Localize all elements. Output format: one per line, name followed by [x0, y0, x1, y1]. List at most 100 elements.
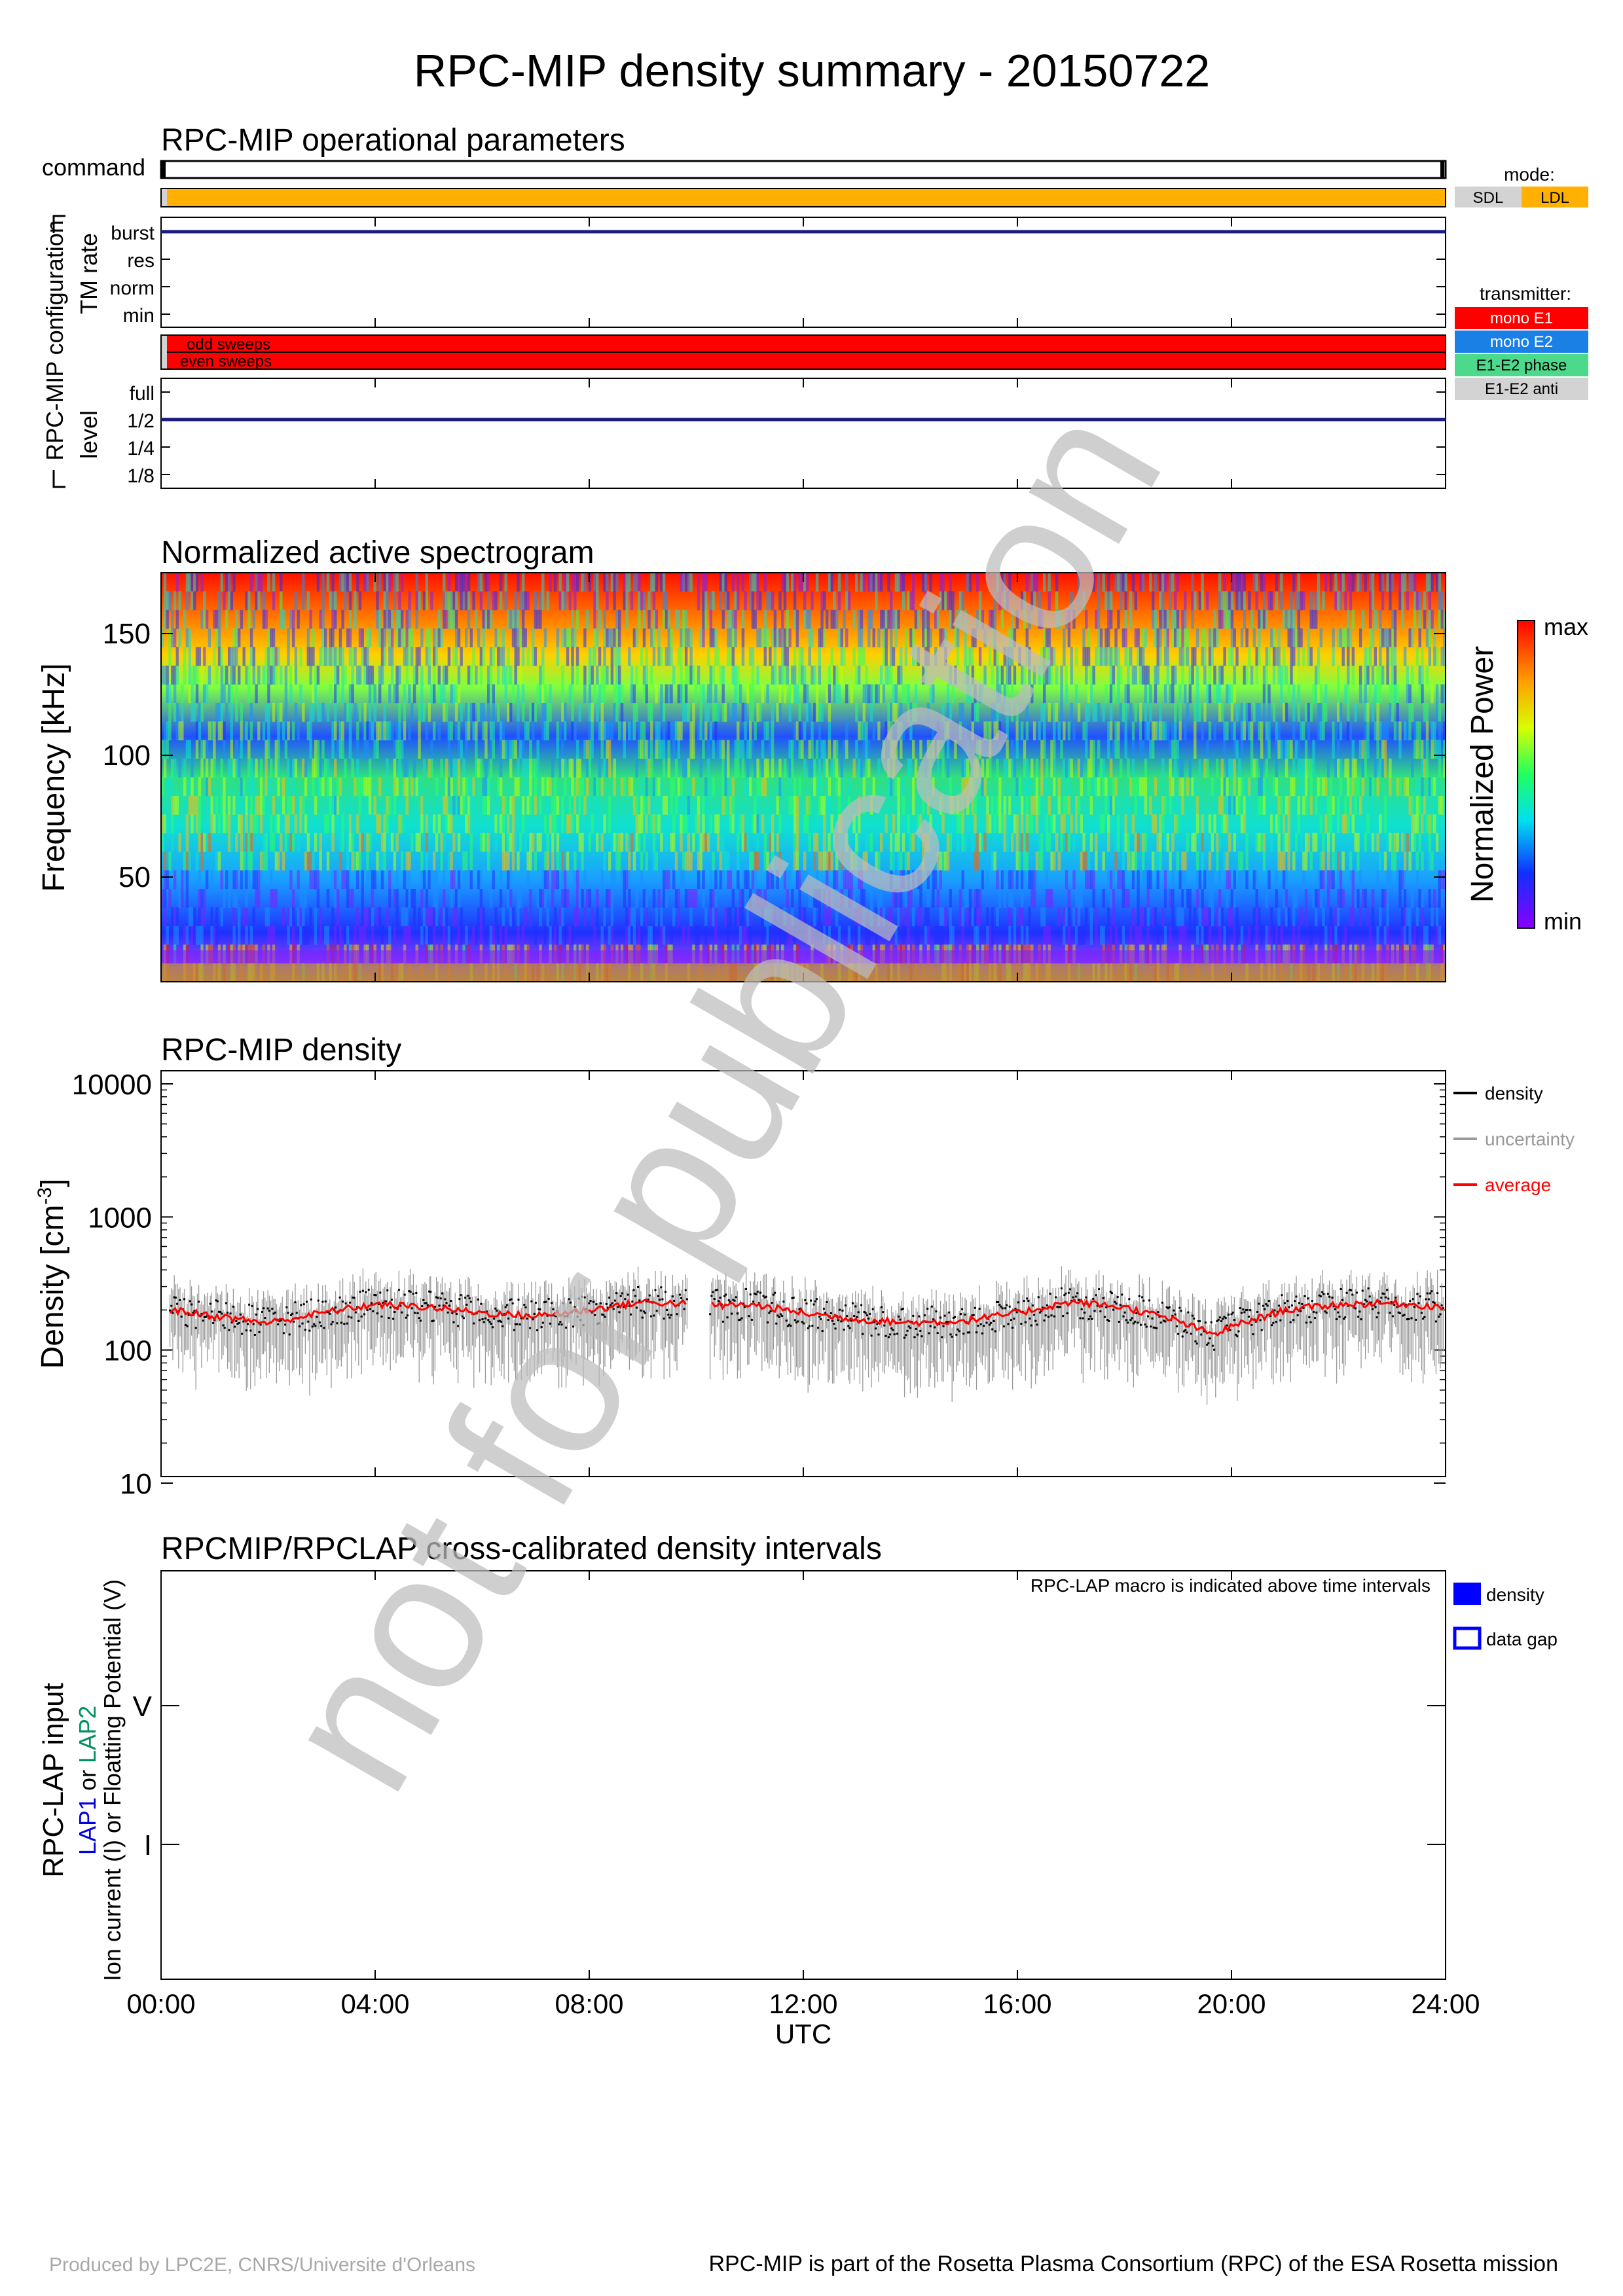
- spectrogram-cell: [368, 721, 372, 741]
- spectrogram-cell: [1184, 925, 1187, 945]
- spectrogram-cell: [1149, 870, 1152, 889]
- spectrogram-cell: [998, 684, 1002, 704]
- spectrogram-cell: [378, 907, 382, 927]
- spectrogram-cell: [338, 833, 342, 852]
- spectrogram-cell: [450, 684, 453, 704]
- spectrogram-cell: [1240, 573, 1244, 592]
- spectrogram-cell: [457, 740, 461, 759]
- spectrogram-cell: [1184, 721, 1187, 741]
- spectrogram-cell: [1063, 925, 1066, 945]
- spectrogram-cell: [1015, 609, 1019, 629]
- spectrogram-cell: [1057, 814, 1061, 834]
- spectrogram-cell: [418, 814, 421, 834]
- spectrogram-cell: [741, 573, 745, 592]
- spectrogram-cell: [1124, 684, 1127, 704]
- spectrogram-cell: [667, 759, 670, 778]
- spectrogram-cell: [168, 721, 172, 741]
- spectrogram-cell: [1067, 814, 1071, 834]
- spectrogram-cell: [292, 833, 295, 852]
- spectrogram-cell: [1174, 721, 1177, 741]
- spectrogram-cell: [326, 759, 330, 778]
- spectrogram-cell: [719, 833, 723, 852]
- spectrogram-cell: [815, 889, 819, 908]
- spectrogram-cell: [1297, 925, 1300, 945]
- spectrogram-cell: [1104, 684, 1108, 704]
- spectrogram-cell: [855, 702, 858, 722]
- spectrogram-cell: [1203, 925, 1207, 945]
- spectrogram-cell: [1300, 907, 1303, 927]
- spectrogram-cell: [1013, 907, 1017, 927]
- spectrogram-cell: [1109, 647, 1113, 666]
- spectrogram-cell: [1114, 573, 1118, 592]
- spectrogram-cell: [744, 721, 747, 741]
- spectrogram-cell: [588, 740, 592, 759]
- spectrogram-cell: [632, 702, 636, 722]
- spectrogram-cell: [1065, 907, 1068, 927]
- spectrogram-cell: [1265, 721, 1268, 741]
- spectrogram-cell: [249, 777, 253, 797]
- spectrogram-cell: [267, 647, 270, 666]
- spectrogram-cell: [847, 795, 851, 815]
- spectrogram-cell: [472, 814, 475, 834]
- spectrogram-cell: [1369, 684, 1372, 704]
- spectrogram-cell: [1258, 628, 1261, 648]
- spectrogram-cell: [245, 591, 248, 611]
- spectrogram-cell: [1208, 721, 1212, 741]
- spectrogram-cell: [1089, 759, 1093, 778]
- spectrogram-cell: [314, 795, 318, 815]
- spectrogram-cell: [534, 609, 538, 629]
- spectrogram-cell: [996, 684, 999, 704]
- spectrogram-cell: [613, 628, 616, 648]
- spectrogram-cell: [902, 684, 905, 704]
- spectrogram-cell: [936, 609, 940, 629]
- spectrogram-cell: [689, 647, 693, 666]
- spectrogram-cell: [946, 833, 950, 852]
- spectrogram-cell: [958, 814, 962, 834]
- spectrogram-cell: [1357, 833, 1360, 852]
- spectrogram-cell: [227, 684, 231, 704]
- spectrogram-cell: [543, 702, 547, 722]
- spectrogram-cell: [1418, 889, 1421, 908]
- spectrogram-cell: [1265, 647, 1268, 666]
- spectrogram-cell: [195, 573, 199, 592]
- spectrogram-cell: [388, 795, 392, 815]
- spectrogram-cell: [1120, 870, 1123, 889]
- spectrogram-cell: [1075, 889, 1078, 908]
- spectrogram-cell: [517, 684, 520, 704]
- spectrogram-cell: [259, 795, 263, 815]
- spectrogram-cell: [680, 814, 683, 834]
- spectrogram-cell: [1428, 647, 1431, 666]
- spectrogram-cell: [566, 814, 570, 834]
- spectrogram-cell: [880, 666, 883, 685]
- spectrogram-cell: [1270, 814, 1273, 834]
- spectrogram-cell: [173, 870, 177, 889]
- spectrogram-cell: [331, 833, 335, 852]
- spectrogram-cell: [652, 573, 656, 592]
- spectrogram-cell: [1309, 852, 1313, 870]
- spectrogram-cell: [1218, 591, 1222, 611]
- spectrogram-cell: [274, 647, 278, 666]
- spectrogram-cell: [1038, 609, 1041, 629]
- spectrogram-cell: [217, 814, 221, 834]
- spectrogram-cell: [697, 795, 701, 815]
- spectrogram-cell: [697, 870, 701, 889]
- spectrogram-cell: [1245, 702, 1249, 722]
- spectrogram-cell: [469, 777, 473, 797]
- spectrogram-cell: [292, 666, 295, 685]
- spectrogram-cell: [795, 609, 799, 629]
- spectrogram-cell: [185, 740, 189, 759]
- spectrogram-cell: [524, 759, 527, 778]
- spectrogram-cell: [894, 684, 898, 704]
- spectrogram-cell: [575, 759, 579, 778]
- spectrogram-cell: [721, 833, 725, 852]
- spectrogram-cell: [1351, 814, 1355, 834]
- spectrogram-cell: [245, 870, 248, 889]
- odd-sweeps-label: odd sweeps: [187, 336, 270, 353]
- spectrogram-cell: [1139, 573, 1142, 592]
- spectrogram-cell: [684, 759, 688, 778]
- spectrogram-cell: [991, 852, 994, 870]
- spectrogram-cell: [195, 666, 199, 685]
- spectrogram-cell: [684, 573, 688, 592]
- spectrogram-cell: [1371, 777, 1375, 797]
- spectrogram-cell: [1220, 702, 1224, 722]
